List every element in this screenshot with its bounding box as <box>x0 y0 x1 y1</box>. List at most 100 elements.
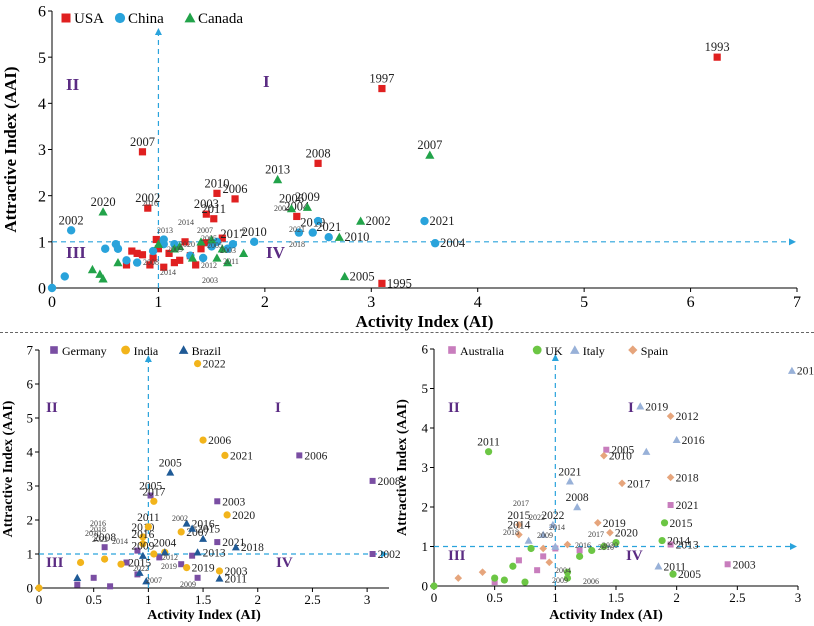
arrow-up-icon <box>154 28 162 35</box>
panel-separator <box>0 332 814 333</box>
x-tick-label: 0 <box>431 590 438 605</box>
x-tick-label: 4 <box>474 294 482 311</box>
data-point <box>212 253 222 262</box>
y-tick-label: 4 <box>38 96 46 113</box>
series-italy: 2012201920162021200820222011 <box>524 366 814 573</box>
data-point <box>524 536 533 544</box>
point-label: 2015 <box>197 524 220 536</box>
y-axis-label: Attractive Index (AAI) <box>1 66 20 232</box>
point-label: 2003 <box>224 566 247 578</box>
legend-label: Australia <box>460 344 505 358</box>
point-label: 2013 <box>203 547 226 559</box>
data-point <box>369 551 376 557</box>
data-point <box>314 159 322 167</box>
legend-item-india: India <box>121 344 159 358</box>
x-tick-label: 2 <box>673 590 680 605</box>
data-point <box>576 547 583 554</box>
data-point <box>491 579 498 586</box>
annotation-label: 2016 <box>575 541 591 550</box>
series-spain: 2012 2010 2017 2018 2019 2015 2020 2014 <box>454 411 699 582</box>
annotation-label: 2018 <box>289 240 305 249</box>
point-label: 2004 <box>440 236 466 250</box>
annotation-label: 2006 <box>583 577 599 586</box>
data-point <box>600 451 608 460</box>
data-point <box>308 228 317 237</box>
point-label: 2018 <box>241 542 264 554</box>
x-tick-label: 7 <box>793 294 801 311</box>
y-tick-label: 6 <box>27 377 34 392</box>
data-point <box>588 546 596 555</box>
y-tick-label: 6 <box>422 342 429 357</box>
point-label: 2011 <box>137 512 160 524</box>
y-tick-label: 0 <box>38 281 46 298</box>
data-point <box>150 550 158 558</box>
data-point <box>66 226 76 235</box>
series-australia: 2005 2021 2003 2013 <box>491 445 756 586</box>
annotation-label: 2014 <box>549 523 565 532</box>
data-point <box>478 568 487 576</box>
data-point <box>369 477 376 484</box>
data-point <box>87 264 98 274</box>
data-point <box>111 239 121 249</box>
data-point <box>521 578 529 586</box>
legend-marker <box>114 12 126 24</box>
data-point <box>153 239 164 248</box>
data-point <box>133 249 141 257</box>
data-point <box>156 554 163 561</box>
arrow-up-icon <box>144 355 152 362</box>
data-point <box>238 248 249 258</box>
data-point <box>166 468 175 476</box>
y-tick-label: 1 <box>27 547 34 562</box>
data-point <box>198 253 208 263</box>
y-tick-label: 5 <box>38 50 46 67</box>
annotation-label: 2020 <box>602 541 618 550</box>
legend-label: India <box>134 344 159 358</box>
data-point <box>138 551 147 559</box>
point-label: 2002 <box>366 214 391 228</box>
arrow-right-icon <box>790 543 797 550</box>
annotation-label: 2002 <box>172 514 188 523</box>
data-point <box>154 245 163 253</box>
data-point <box>231 543 240 551</box>
arrow-up-icon <box>551 354 559 361</box>
y-tick-label: 3 <box>38 142 46 159</box>
legend-label: China <box>128 11 164 27</box>
data-point <box>132 258 142 267</box>
annotation-label: 2008 <box>143 258 159 267</box>
data-point <box>223 258 233 267</box>
data-point <box>207 234 217 244</box>
data-point <box>187 253 198 262</box>
data-point <box>294 228 304 237</box>
data-point <box>188 524 197 532</box>
data-point <box>548 520 557 528</box>
data-point <box>165 249 173 257</box>
data-point <box>491 574 499 582</box>
annotation-label: 2022 <box>529 513 545 522</box>
point-label: 2016 <box>131 529 154 541</box>
legend-marker <box>178 345 189 354</box>
legend-item-uk: UK <box>532 344 563 358</box>
annotation-label: 2018 <box>503 528 519 537</box>
data-point <box>340 271 350 281</box>
data-point <box>713 53 721 61</box>
quadrant-label-I: I <box>275 400 281 416</box>
data-point <box>213 189 221 197</box>
quadrant-label-III: III <box>46 555 64 571</box>
data-point <box>183 564 191 572</box>
data-point <box>217 244 227 253</box>
data-point <box>177 528 185 536</box>
data-point <box>603 446 610 453</box>
y-tick-label: 5 <box>422 381 429 396</box>
point-label: 2020 <box>615 528 638 540</box>
data-point <box>527 544 535 553</box>
data-point <box>76 558 85 567</box>
data-point <box>134 547 141 554</box>
chart-panel-top: 0 1 2 3 4 5 6 7 0 1 2 3 4 5 6 Activity Index (AI) Attrac… <box>1 4 801 331</box>
point-label: 1995 <box>387 276 412 290</box>
data-point <box>189 552 196 559</box>
annotation-label: 2022 <box>133 564 149 573</box>
point-label: 2006 <box>279 192 304 206</box>
data-point <box>724 561 731 568</box>
